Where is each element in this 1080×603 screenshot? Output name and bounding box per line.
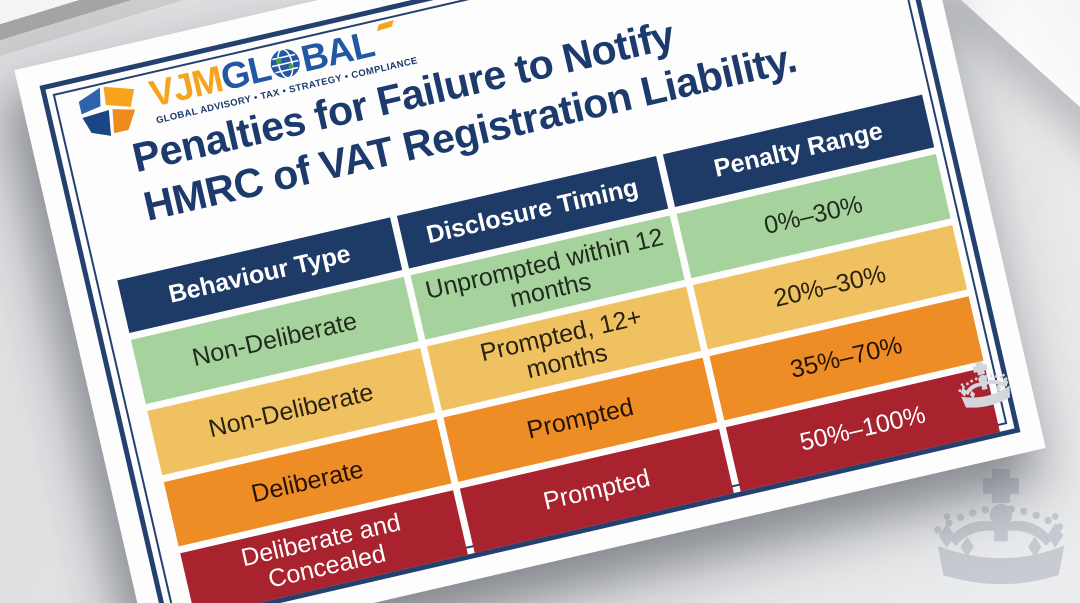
globe-icon: [271, 47, 301, 78]
logo-text-block: VJMGL BAL GLOBAL ADVISORY • TAX • STRATEG…: [146, 16, 419, 126]
logo-wordmark: VJMGL BAL: [146, 16, 416, 114]
crown-watermark-icon: [922, 466, 1080, 594]
vjm-logo-mark-icon: [78, 86, 136, 136]
infographic-card: VJMGL BAL GLOBAL ADVISORY • TAX • STRATEG…: [14, 0, 1046, 603]
logo-a-accent: [376, 19, 394, 31]
vjm-global-logo: VJMGL BAL GLOBAL ADVISORY • TAX • STRATEG…: [72, 12, 419, 146]
